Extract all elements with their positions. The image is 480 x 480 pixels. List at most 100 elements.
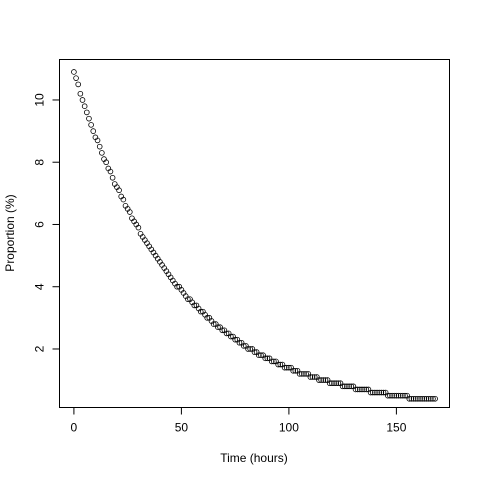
data-point xyxy=(357,386,363,393)
data-point xyxy=(116,187,122,194)
data-point xyxy=(412,395,419,402)
data-point xyxy=(292,367,299,374)
data-point xyxy=(419,395,425,402)
data-point xyxy=(430,395,436,402)
data-point xyxy=(94,137,101,144)
x-axis-label: Time (hours) xyxy=(220,451,288,465)
data-point xyxy=(320,377,327,383)
data-point xyxy=(389,392,395,399)
data-point xyxy=(73,75,79,81)
data-point xyxy=(322,377,329,383)
data-point xyxy=(245,346,251,352)
data-point xyxy=(408,395,415,402)
data-point xyxy=(236,339,243,346)
data-point xyxy=(79,97,86,103)
data-point xyxy=(354,386,361,393)
data-point xyxy=(309,374,316,380)
data-point xyxy=(90,128,97,134)
data-point xyxy=(397,392,404,399)
data-point xyxy=(341,383,348,390)
y-tick-label: 2 xyxy=(33,345,47,352)
data-point xyxy=(277,361,284,368)
data-point xyxy=(109,174,116,181)
data-point xyxy=(335,380,342,387)
data-point xyxy=(348,383,355,390)
data-point xyxy=(215,324,221,330)
data-point xyxy=(86,115,92,122)
data-point xyxy=(374,389,380,396)
data-point xyxy=(316,377,322,383)
data-point xyxy=(303,371,309,377)
data-point xyxy=(271,358,277,365)
data-point xyxy=(232,336,238,343)
x-tick-label: 0 xyxy=(71,421,78,435)
data-point xyxy=(75,81,82,88)
data-point xyxy=(77,90,84,97)
data-point xyxy=(329,380,335,387)
data-point xyxy=(71,69,77,75)
data-point xyxy=(286,364,292,371)
data-point xyxy=(346,383,352,390)
data-point xyxy=(81,103,88,109)
y-axis-label: Proportion (%) xyxy=(3,194,17,271)
y-tick-label: 8 xyxy=(33,159,47,166)
y-tick-label: 10 xyxy=(33,93,47,107)
plot-area-frame xyxy=(59,59,450,408)
data-point xyxy=(107,168,114,175)
data-point xyxy=(135,224,142,231)
data-point xyxy=(331,380,337,387)
data-point xyxy=(361,386,367,393)
data-point xyxy=(262,355,269,362)
data-point xyxy=(290,367,296,374)
data-point xyxy=(298,371,305,377)
data-point xyxy=(393,392,400,399)
x-tick-label: 100 xyxy=(279,421,299,435)
data-point xyxy=(268,358,275,365)
data-point xyxy=(402,392,408,399)
data-point xyxy=(410,395,417,402)
data-point xyxy=(251,349,258,355)
data-point xyxy=(281,364,288,371)
data-point xyxy=(421,395,428,402)
data-point xyxy=(301,371,307,377)
data-point xyxy=(247,346,254,352)
data-point xyxy=(120,196,127,203)
data-point xyxy=(406,395,413,402)
data-point xyxy=(352,386,359,393)
data-point xyxy=(384,392,391,399)
data-point xyxy=(326,380,333,387)
data-point xyxy=(204,315,211,321)
data-point xyxy=(223,330,230,337)
x-tick-label: 50 xyxy=(175,421,189,435)
data-point xyxy=(103,159,109,166)
data-point xyxy=(380,389,387,396)
data-point xyxy=(219,327,226,334)
data-point xyxy=(228,333,234,340)
data-point xyxy=(339,383,346,390)
data-point xyxy=(432,395,438,402)
data-point xyxy=(318,377,324,383)
data-point xyxy=(127,209,133,215)
data-point xyxy=(191,302,198,309)
data-point xyxy=(427,395,434,402)
data-point xyxy=(425,395,432,402)
data-point xyxy=(84,109,90,116)
data-point xyxy=(378,389,385,396)
data-point xyxy=(311,374,318,380)
data-point xyxy=(197,308,204,315)
data-point xyxy=(185,296,191,302)
data-point xyxy=(391,392,398,399)
data-point xyxy=(423,395,430,402)
data-point xyxy=(415,395,421,402)
y-tick-label: 4 xyxy=(33,283,47,290)
data-point xyxy=(88,122,94,128)
data-point xyxy=(333,380,339,387)
data-point xyxy=(344,383,350,390)
data-point xyxy=(376,389,382,396)
data-point xyxy=(264,355,271,362)
data-point xyxy=(372,389,378,396)
y-tick-label: 6 xyxy=(33,221,47,228)
data-point xyxy=(210,321,217,327)
data-point xyxy=(99,150,105,156)
